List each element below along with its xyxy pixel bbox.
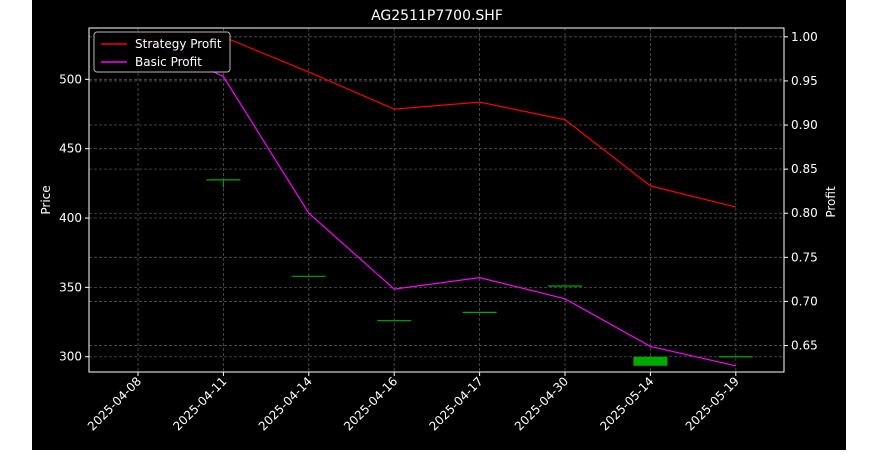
series-line-basic-profit xyxy=(137,36,736,367)
y-axis-left-label: Price xyxy=(39,185,53,214)
y-right-tick-label: 0.80 xyxy=(791,206,818,220)
y-left-tick-label: 300 xyxy=(59,350,82,364)
candle-body xyxy=(633,356,668,366)
legend-label-basic: Basic Profit xyxy=(135,55,202,69)
figure-background xyxy=(32,0,846,450)
legend-box xyxy=(93,31,231,73)
y-axis-right-label: Profit xyxy=(824,186,838,218)
y-left-tick-label: 450 xyxy=(59,142,82,156)
y-left-tick-label: 400 xyxy=(59,211,82,225)
legend-label-strategy: Strategy Profit xyxy=(135,37,222,51)
y-right-tick-label: 0.75 xyxy=(791,250,818,264)
chart-title: AG2511P7700.SHF xyxy=(371,8,503,24)
y-left-tick-label: 350 xyxy=(59,280,82,294)
legend: Strategy Profit Basic Profit xyxy=(93,31,231,73)
y-right-tick-label: 0.70 xyxy=(791,294,818,308)
y-right-tick-label: 0.85 xyxy=(791,162,818,176)
y-right-tick-label: 0.95 xyxy=(791,74,818,88)
series-line-strategy-profit xyxy=(138,36,736,208)
plot-frame xyxy=(88,27,785,373)
candle-layer xyxy=(206,179,753,366)
y-left-tick-label: 500 xyxy=(59,72,82,86)
line-layer xyxy=(137,36,736,367)
y-right-tick-label: 1.00 xyxy=(791,30,818,44)
y-right-tick-label: 0.65 xyxy=(791,339,818,353)
y-right-tick-label: 0.90 xyxy=(791,118,818,132)
grid-layer xyxy=(89,28,784,372)
